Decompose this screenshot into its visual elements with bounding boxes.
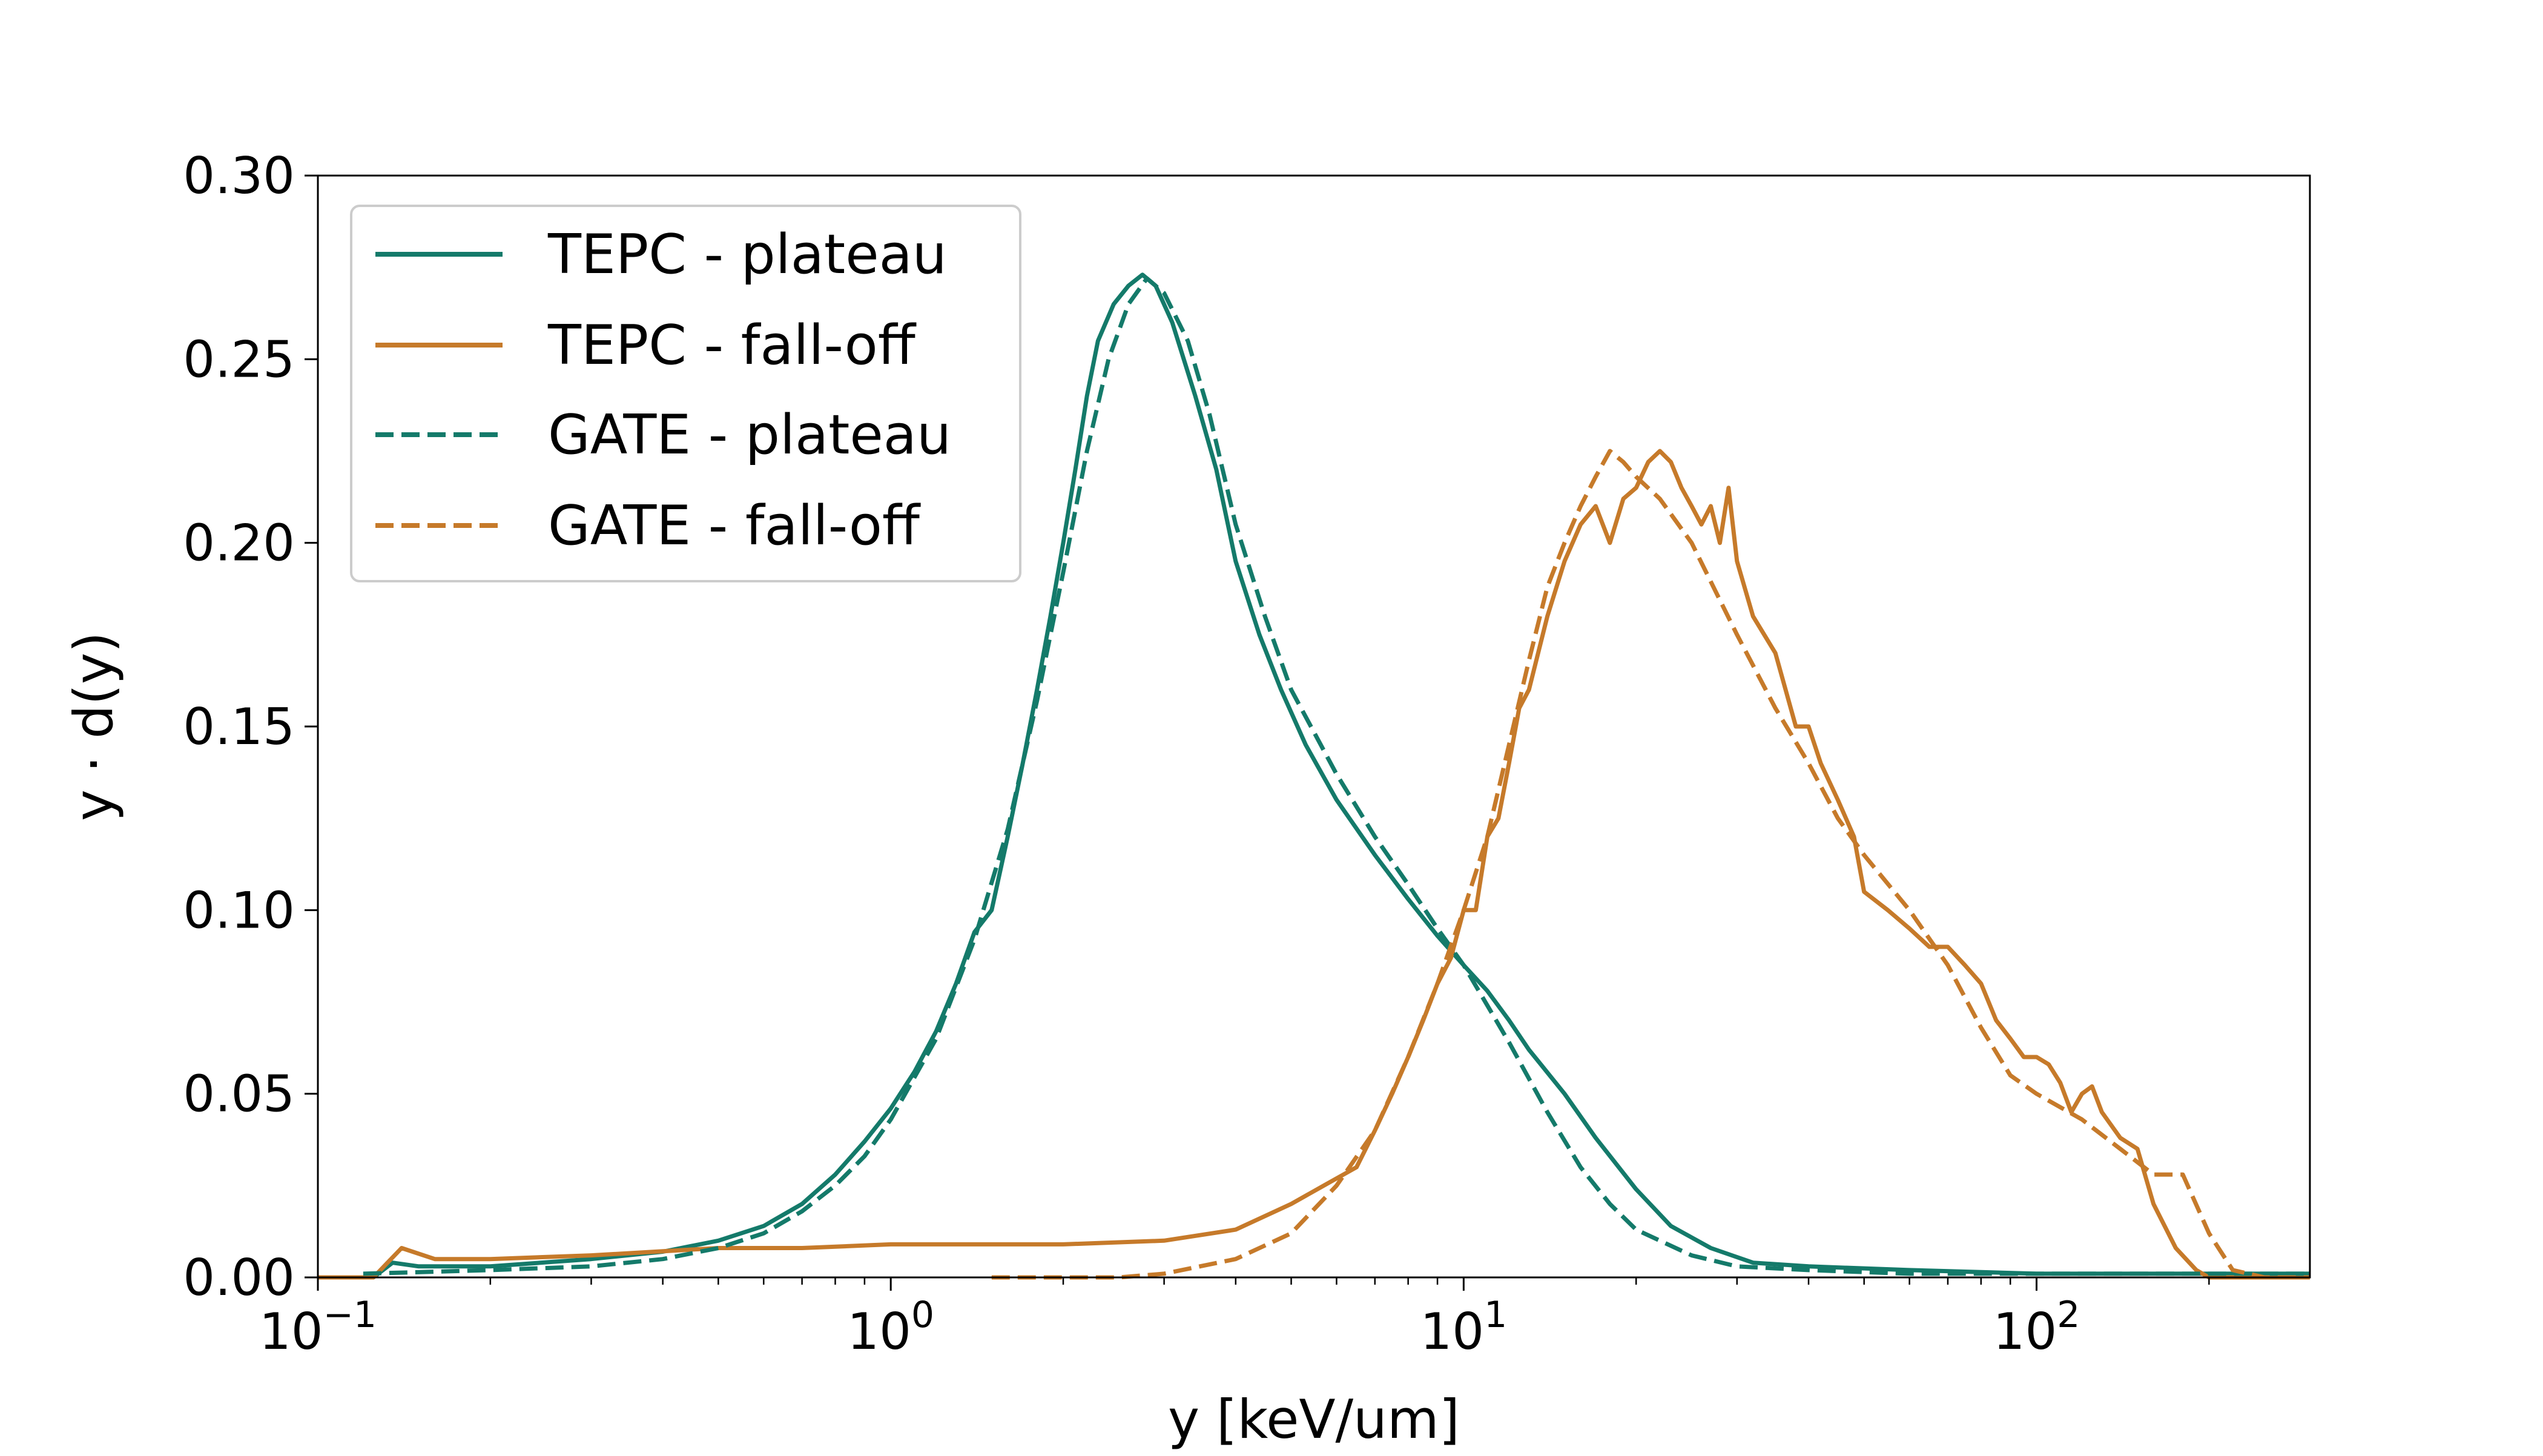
series-line-tepc-plateau <box>318 272 2310 1280</box>
x-axis: 10−1 100 101 102 <box>259 1277 2210 1361</box>
x-tick-label: 101 <box>1420 1294 1507 1361</box>
legend-label-gate-plateau: GATE - plateau <box>548 403 951 467</box>
x-tick-label: 100 <box>847 1294 934 1361</box>
legend-box <box>350 205 1021 582</box>
x-axis-label: y [keV/um] <box>1168 1388 1460 1451</box>
y-tick-label: 0.15 <box>183 697 295 756</box>
legend-label-tepc-plateau: TEPC - plateau <box>547 223 947 286</box>
legend-entry-gate-falloff: GATE - fall-off <box>375 494 921 558</box>
series-layer <box>318 272 2310 1280</box>
legend-entry-tepc-plateau: TEPC - plateau <box>375 223 947 286</box>
legend-label-tepc-falloff: TEPC - fall-off <box>547 314 917 377</box>
y-tick-label: 0.00 <box>183 1248 295 1307</box>
legend: TEPC - plateau TEPC - fall-off GATE - pl… <box>350 205 1021 582</box>
y-tick-label: 0.05 <box>183 1065 295 1124</box>
legend-entry-gate-plateau: GATE - plateau <box>375 403 951 467</box>
x-tick-exponent: 1 <box>1484 1294 1507 1336</box>
x-tick-label: 102 <box>1993 1294 2080 1361</box>
x-tick-label: 10−1 <box>259 1294 377 1361</box>
legend-entry-tepc-falloff: TEPC - fall-off <box>375 314 917 377</box>
x-tick-base: 10 <box>1993 1302 2057 1361</box>
y-tick-label: 0.30 <box>183 147 295 205</box>
series-line-tepc-fall-off <box>318 449 2310 1280</box>
y-axis-label: y · d(y) <box>62 632 125 822</box>
x-tick-base: 10 <box>259 1302 323 1361</box>
series-line-gate-plateau <box>363 276 2310 1276</box>
x-tick-base: 10 <box>847 1302 911 1361</box>
y-tick-label: 0.20 <box>183 514 295 573</box>
y-tick-label: 0.10 <box>183 881 295 940</box>
y-axis: 0.00 0.05 0.10 0.15 0.20 0.25 0.30 <box>183 147 318 1307</box>
y-tick-label: 0.25 <box>183 330 295 389</box>
x-tick-exponent: 0 <box>911 1294 934 1336</box>
x-tick-exponent: −1 <box>323 1294 377 1336</box>
series-line-gate-fall-off <box>991 449 2310 1280</box>
legend-label-gate-falloff: GATE - fall-off <box>548 494 921 558</box>
x-tick-exponent: 2 <box>2057 1294 2080 1336</box>
x-tick-base: 10 <box>1420 1302 1484 1361</box>
